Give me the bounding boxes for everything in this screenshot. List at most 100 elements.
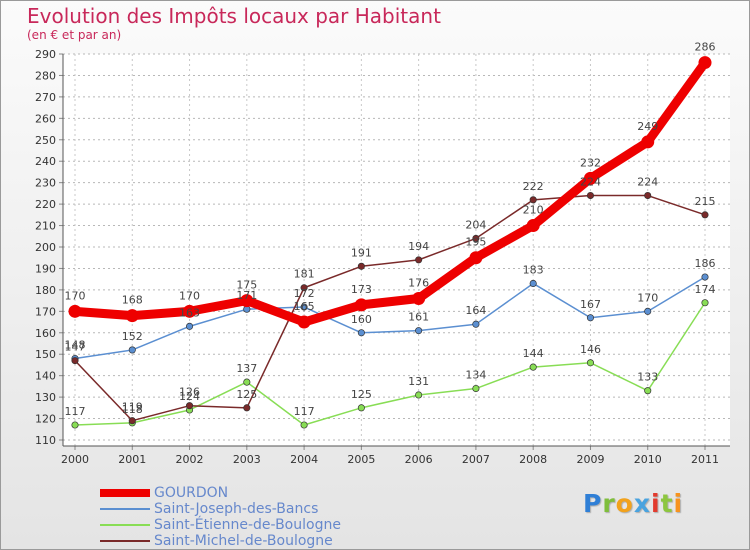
x-tick-label: 2011 [691, 453, 719, 466]
data-label: 165 [294, 300, 315, 313]
data-point [644, 191, 652, 200]
series-line [70, 58, 710, 327]
data-point [529, 196, 537, 204]
data-label: 168 [122, 294, 143, 307]
y-tick-label: 200 [35, 241, 56, 254]
data-point [185, 322, 194, 330]
data-label: 167 [580, 298, 601, 311]
data-label: 117 [294, 405, 315, 418]
legend-swatch-saint-joseph [100, 508, 150, 510]
x-tick-label: 2003 [233, 453, 261, 466]
data-label: 174 [695, 283, 716, 296]
y-tick-label: 160 [35, 327, 56, 340]
legend-label: Saint-Michel-de-Boulogne [154, 533, 333, 549]
data-label: 183 [523, 263, 544, 276]
x-tick-label: 2006 [405, 453, 433, 466]
series-line [74, 302, 706, 426]
data-point [586, 191, 595, 200]
data-point [529, 279, 537, 288]
data-point [701, 299, 709, 307]
data-point [698, 56, 712, 70]
series-gourdon [68, 56, 712, 329]
y-tick-label: 170 [35, 305, 56, 318]
y-tick-label: 120 [35, 413, 56, 426]
data-label: 164 [465, 304, 486, 317]
data-label: 195 [465, 236, 486, 249]
data-point [415, 391, 423, 399]
data-label: 144 [523, 347, 544, 360]
legend-label: Saint-Joseph-des-Bancs [154, 501, 319, 517]
y-tick-label: 240 [35, 155, 56, 168]
y-tick-label: 130 [35, 391, 56, 404]
data-point [412, 291, 426, 305]
data-label: 173 [351, 283, 372, 296]
data-label: 175 [236, 279, 257, 292]
data-point [529, 363, 537, 371]
data-label: 171 [236, 289, 257, 302]
data-point [586, 359, 595, 367]
data-label: 124 [179, 390, 200, 403]
data-point [357, 262, 365, 270]
data-point [701, 273, 709, 281]
y-tick-label: 280 [35, 69, 56, 82]
data-label: 204 [465, 218, 486, 231]
data-point [644, 387, 652, 395]
logo-letter: t [660, 489, 674, 518]
data-point [71, 357, 79, 365]
data-label: 170 [65, 289, 86, 302]
proxiti-logo: Proxiti [583, 489, 683, 518]
data-point [357, 329, 365, 337]
series-saint-michel-de-boulogne [71, 191, 709, 425]
logo-letter: i [673, 489, 684, 518]
data-label: 163 [179, 306, 200, 319]
data-point [243, 404, 251, 412]
data-label: 131 [408, 375, 429, 388]
data-label: 148 [65, 339, 86, 352]
x-tick-label: 2004 [290, 453, 318, 466]
data-label: 215 [695, 195, 716, 208]
data-point [357, 404, 365, 412]
data-label: 125 [351, 388, 372, 401]
y-tick-label: 150 [35, 348, 56, 361]
data-point [128, 417, 136, 425]
data-label: 160 [351, 313, 372, 326]
legend-label: Saint-Étienne-de-Boulogne [154, 517, 341, 533]
data-label: 117 [65, 405, 86, 418]
data-point [300, 284, 308, 292]
data-point [125, 309, 139, 323]
data-label: 249 [637, 120, 658, 133]
data-point [472, 384, 480, 393]
data-label: 170 [179, 289, 200, 302]
data-label: 172 [294, 287, 315, 300]
data-point [644, 307, 652, 315]
x-tick-label: 2010 [634, 453, 662, 466]
y-tick-label: 140 [35, 370, 56, 383]
data-point [526, 219, 540, 233]
data-label: 222 [523, 180, 544, 193]
data-point [243, 378, 251, 386]
data-point [472, 320, 480, 328]
data-label: 118 [122, 403, 143, 416]
series-line [74, 276, 706, 360]
data-point [68, 304, 82, 318]
data-point [583, 171, 597, 185]
data-point [128, 346, 136, 354]
y-tick-label: 110 [35, 434, 56, 447]
y-tick-label: 250 [35, 134, 56, 147]
chart-title: Evolution des Impôts locaux par Habitant [27, 4, 441, 28]
series-saint-joseph-des-bancs [71, 273, 709, 363]
logo-letter: r [602, 489, 616, 518]
data-point [71, 421, 79, 429]
logo-letter: x [633, 489, 651, 518]
data-label: 146 [580, 343, 601, 356]
data-point [701, 211, 709, 219]
series-line [74, 194, 706, 422]
data-point [415, 256, 423, 264]
legend-label: GOURDON [154, 485, 229, 501]
data-label: 170 [637, 291, 658, 304]
x-tick-label: 2000 [61, 453, 89, 466]
data-point [472, 234, 480, 242]
data-label: 147 [65, 341, 86, 354]
data-label: 126 [179, 386, 200, 399]
